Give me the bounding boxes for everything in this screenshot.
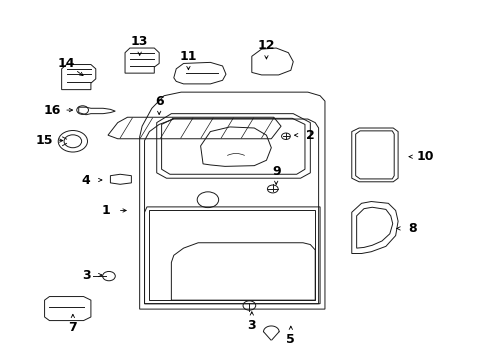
- Text: 9: 9: [271, 165, 280, 177]
- Text: 15: 15: [36, 134, 53, 147]
- Text: 16: 16: [43, 104, 61, 117]
- Text: 11: 11: [179, 50, 197, 63]
- Text: 2: 2: [305, 129, 314, 142]
- Text: 12: 12: [257, 39, 275, 52]
- Text: 6: 6: [155, 95, 163, 108]
- Text: 4: 4: [81, 174, 90, 186]
- Text: 3: 3: [247, 319, 256, 332]
- Text: 10: 10: [415, 150, 433, 163]
- Text: 1: 1: [101, 204, 110, 217]
- Text: 7: 7: [68, 321, 77, 334]
- Text: 8: 8: [407, 222, 416, 235]
- Text: 3: 3: [81, 269, 90, 282]
- Text: 5: 5: [286, 333, 295, 346]
- Text: 13: 13: [131, 35, 148, 49]
- Text: 14: 14: [58, 57, 75, 70]
